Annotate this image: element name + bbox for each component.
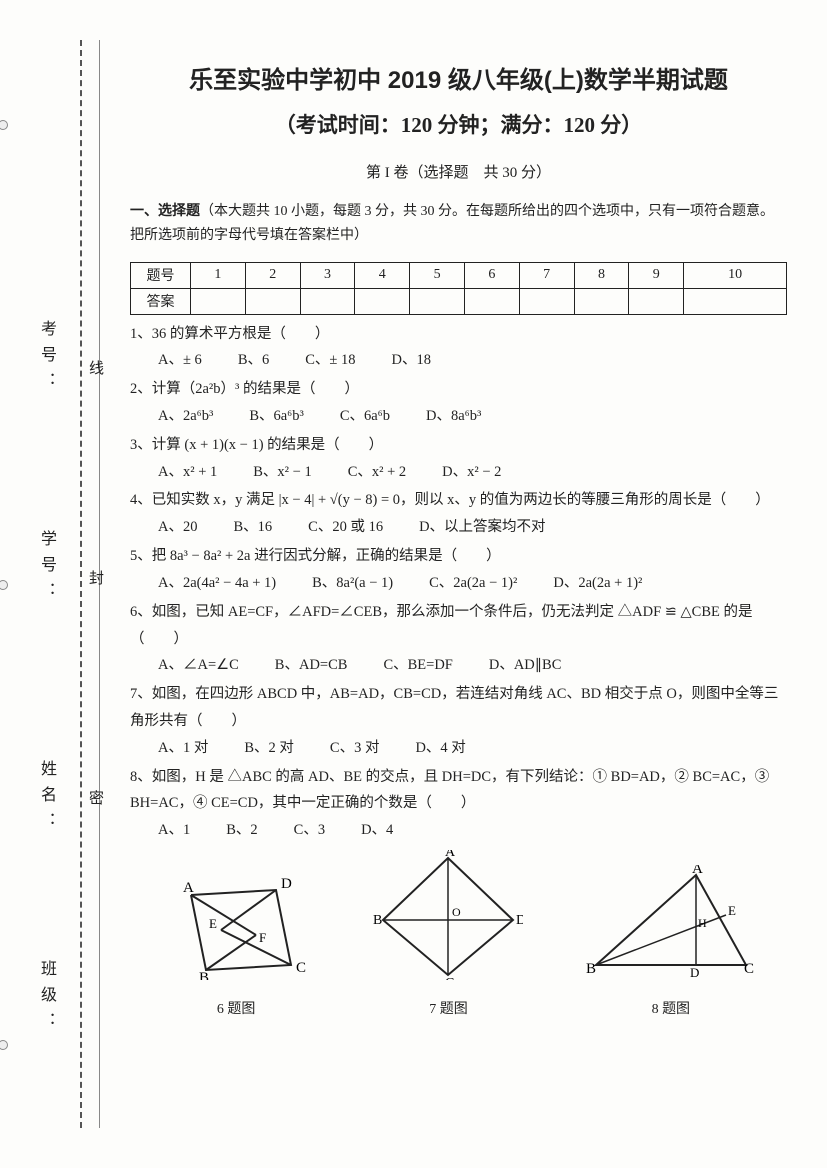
- question-4-options: A、20 B、16 C、20 或 16 D、以上答案均不对: [130, 514, 787, 541]
- exam-title: 乐至实验中学初中 2019 级八年级(上)数学半期试题: [130, 60, 787, 95]
- exam-page: 班级： 姓名： 学号： 考号： 密 封 线 乐至实验中学初中 2019 级八年级…: [0, 0, 827, 1168]
- question-5-options: A、2a(4a² − 4a + 1) B、8a²(a − 1) C、2a(2a …: [130, 570, 787, 597]
- answer-cell[interactable]: [191, 288, 246, 314]
- content-area: 乐至实验中学初中 2019 级八年级(上)数学半期试题 （考试时间：120 分钟…: [130, 60, 787, 1138]
- figure-row: A D C B E F 6 题图 A B C D O: [130, 850, 787, 1018]
- section-1-heading: 一、选择题: [130, 204, 200, 219]
- answer-cell[interactable]: [245, 288, 300, 314]
- svg-text:B: B: [199, 970, 209, 980]
- figure-8-caption: 8 题图: [586, 998, 756, 1018]
- svg-text:H: H: [698, 916, 707, 930]
- figure-8-svg: A B C D E H: [586, 865, 756, 980]
- answer-cell[interactable]: [464, 288, 519, 314]
- label-class: 班级：: [34, 960, 58, 1038]
- question-8-options: A、1 B、2 C、3 D、4: [130, 817, 787, 844]
- svg-text:D: D: [516, 913, 523, 928]
- answer-cell[interactable]: [519, 288, 574, 314]
- svg-text:E: E: [209, 916, 217, 931]
- question-3: 3、计算 (x + 1)(x − 1) 的结果是（ ） A、x² + 1 B、x…: [130, 432, 787, 486]
- figure-6-svg: A D C B E F: [161, 870, 311, 980]
- svg-text:A: A: [692, 865, 703, 877]
- questions-block: 1、36 的算术平方根是（ ） A、± 6 B、6 C、± 18 D、18 2、…: [130, 321, 787, 844]
- svg-text:E: E: [728, 903, 736, 918]
- question-6: 6、如图，已知 AE=CF，∠AFD=∠CEB，那么添加一个条件后，仍无法判定 …: [130, 599, 787, 679]
- answer-grid-row: 答案: [131, 288, 787, 314]
- svg-text:C: C: [296, 960, 306, 976]
- figure-6: A D C B E F 6 题图: [161, 870, 311, 1018]
- answer-grid-header: 题号 1 2 3 4 5 6 7 8 9 10: [131, 262, 787, 288]
- question-7: 7、如图，在四边形 ABCD 中，AB=AD，CB=CD，若连结对角线 AC、B…: [130, 681, 787, 761]
- col-label-ans: 答案: [131, 288, 191, 314]
- binding-dash-line: [80, 40, 82, 1128]
- label-name: 姓名：: [34, 760, 58, 838]
- figure-7-svg: A B C D O: [373, 850, 523, 980]
- svg-text:A: A: [183, 880, 194, 896]
- question-8: 8、如图，H 是 △ABC 的高 AD、BE 的交点，且 DH=DC，有下列结论…: [130, 764, 787, 844]
- answer-cell[interactable]: [684, 288, 787, 314]
- svg-text:A: A: [445, 850, 456, 860]
- svg-text:B: B: [586, 961, 596, 977]
- question-7-options: A、1 对 B、2 对 C、3 对 D、4 对: [130, 735, 787, 762]
- section-1-intro: 一、选择题（本大题共 10 小题，每题 3 分，共 30 分。在每题所给出的四个…: [130, 200, 787, 248]
- question-6-options: A、∠A=∠C B、AD=CB C、BE=DF D、AD∥BC: [130, 652, 787, 679]
- svg-text:C: C: [744, 961, 754, 977]
- svg-text:O: O: [452, 905, 461, 919]
- svg-text:B: B: [373, 913, 382, 928]
- label-exam: 考号：: [34, 320, 58, 398]
- seal-char-1: 密: [85, 790, 106, 805]
- col-label-num: 题号: [131, 262, 191, 288]
- seal-char-2: 封: [85, 570, 106, 585]
- svg-text:D: D: [690, 965, 699, 980]
- answer-cell[interactable]: [300, 288, 355, 314]
- figure-7: A B C D O 7 题图: [373, 850, 523, 1018]
- svg-text:F: F: [259, 930, 266, 945]
- question-1: 1、36 的算术平方根是（ ） A、± 6 B、6 C、± 18 D、18: [130, 321, 787, 375]
- binding-margin: 班级： 姓名： 学号： 考号： 密 封 线: [30, 40, 100, 1128]
- question-5: 5、把 8a³ − 8a² + 2a 进行因式分解，正确的结果是（ ） A、2a…: [130, 543, 787, 597]
- seal-char-3: 线: [85, 360, 106, 375]
- answer-cell[interactable]: [410, 288, 465, 314]
- answer-cell[interactable]: [629, 288, 684, 314]
- question-4: 4、已知实数 x，y 满足 |x − 4| + √(y − 8) = 0，则以 …: [130, 487, 787, 541]
- part-header: 第 I 卷（选择题 共 30 分）: [130, 161, 787, 182]
- figure-8: A B C D E H 8 题图: [586, 865, 756, 1018]
- svg-text:D: D: [281, 876, 292, 892]
- figure-7-caption: 7 题图: [373, 998, 523, 1018]
- label-number: 学号：: [34, 530, 58, 608]
- question-3-options: A、x² + 1 B、x² − 1 C、x² + 2 D、x² − 2: [130, 459, 787, 486]
- answer-cell[interactable]: [574, 288, 629, 314]
- answer-grid: 题号 1 2 3 4 5 6 7 8 9 10 答案: [130, 262, 787, 315]
- question-2-options: A、2a⁶b³ B、6a⁶b³ C、6a⁶b D、8a⁶b³: [130, 403, 787, 430]
- question-2: 2、计算（2a²b）³ 的结果是（ ） A、2a⁶b³ B、6a⁶b³ C、6a…: [130, 376, 787, 430]
- exam-subtitle: （考试时间：120 分钟；满分：120 分）: [130, 109, 787, 139]
- question-1-options: A、± 6 B、6 C、± 18 D、18: [130, 347, 787, 374]
- figure-6-caption: 6 题图: [161, 998, 311, 1018]
- answer-cell[interactable]: [355, 288, 410, 314]
- section-1-desc: （本大题共 10 小题，每题 3 分，共 30 分。在每题所给出的四个选项中，只…: [130, 204, 774, 243]
- svg-text:C: C: [445, 976, 454, 980]
